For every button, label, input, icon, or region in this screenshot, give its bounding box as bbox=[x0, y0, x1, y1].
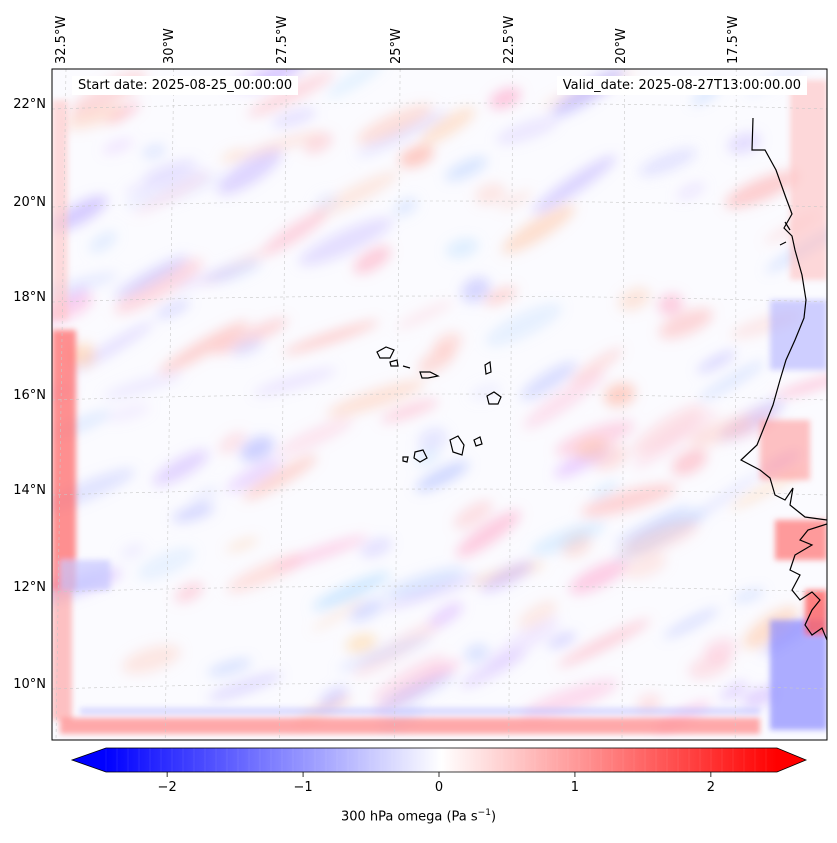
omega-field bbox=[52, 69, 827, 740]
longitude-label: 32.5°W bbox=[54, 15, 69, 64]
longitude-label: 30°W bbox=[162, 28, 177, 64]
meridian-line bbox=[508, 69, 514, 740]
parallel-line bbox=[52, 393, 827, 401]
latitude-label: 12°N bbox=[13, 580, 46, 595]
parallel-line bbox=[52, 102, 827, 110]
parallel-line bbox=[52, 488, 827, 496]
longitude-label: 17.5°W bbox=[726, 15, 741, 64]
meridian-line bbox=[164, 69, 174, 740]
start-date-label: Start date: 2025-08-25_00:00:00 bbox=[72, 76, 299, 95]
graticule bbox=[52, 69, 827, 740]
meridian-line bbox=[394, 69, 401, 740]
longitude-label: 25°W bbox=[389, 28, 404, 64]
latitude-label: 10°N bbox=[13, 677, 46, 692]
colorbar-tick-label: −2 bbox=[157, 780, 177, 795]
map-frame bbox=[51, 68, 828, 741]
valid-date-label: Valid_date: 2025-08-27T13:00:00.00 bbox=[556, 76, 807, 95]
longitude-label: 20°W bbox=[614, 28, 629, 64]
meridian-line bbox=[621, 69, 625, 740]
latitude-label: 22°N bbox=[13, 97, 46, 112]
meridian-line bbox=[279, 69, 287, 740]
coastline bbox=[739, 117, 827, 641]
longitude-label: 22.5°W bbox=[502, 15, 517, 64]
colorbar-tick-label: −1 bbox=[293, 780, 313, 795]
latitude-label: 16°N bbox=[13, 388, 46, 403]
cape-verde-islands bbox=[376, 346, 502, 463]
colorbar-tick-label: 1 bbox=[570, 780, 580, 795]
colorbar-label: 300 hPa omega (Pa s−1) bbox=[340, 808, 497, 825]
parallel-line bbox=[52, 200, 827, 208]
meridian-line bbox=[734, 69, 737, 740]
latitude-label: 20°N bbox=[13, 195, 46, 210]
parallel-line bbox=[52, 295, 827, 303]
parallel-line bbox=[52, 585, 827, 593]
meridian-line bbox=[55, 69, 67, 740]
colorbar-tick-label: 0 bbox=[434, 780, 444, 795]
parallel-line bbox=[52, 682, 827, 690]
colorbar bbox=[70, 747, 808, 777]
latitude-label: 18°N bbox=[13, 290, 46, 305]
latitude-label: 14°N bbox=[13, 483, 46, 498]
colorbar-tick-label: 2 bbox=[706, 780, 715, 795]
longitude-label: 27.5°W bbox=[275, 15, 290, 64]
